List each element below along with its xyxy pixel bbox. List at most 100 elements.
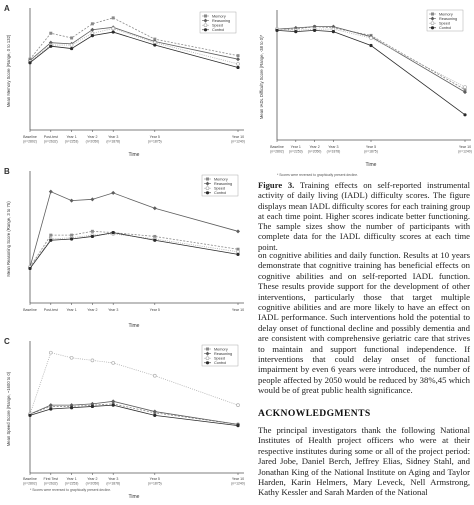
data-point-reasoning: [90, 197, 95, 202]
x-tick-label: Post-test: [44, 308, 58, 312]
x-tick-label: Year 2: [87, 135, 97, 139]
x-tick-label: Year 10: [459, 145, 471, 149]
data-point-speed: [48, 350, 53, 355]
speed-chart: Baseline(n=2802) First Test(n=2632) Year 1…: [6, 341, 245, 500]
panel-letter: C: [4, 337, 10, 346]
data-point-control: [111, 403, 115, 407]
series-line-memory: [29, 403, 239, 425]
data-point-control: [49, 44, 53, 48]
data-point-control: [236, 65, 240, 70]
data-point-control: [28, 61, 32, 65]
x-tick-label: Year 1: [66, 308, 76, 312]
x-tick-sample-size: (n=1240): [231, 140, 245, 144]
legend-label: Reasoning: [212, 19, 230, 23]
y-axis-label: Mean Speed Score (Range, ~1600 to 0): [6, 371, 11, 446]
x-tick-label: Year 10: [232, 308, 244, 312]
x-tick-label: Post-test: [44, 135, 58, 139]
data-point-reasoning: [48, 403, 53, 408]
data-point-reasoning: [152, 409, 157, 414]
data-point-speed: [369, 36, 373, 40]
data-point-control: [70, 237, 74, 241]
legend-label: Reasoning: [214, 352, 232, 356]
legend-marker: [203, 18, 208, 23]
x-tick-sample-size: (n=2253): [289, 150, 303, 154]
legend-label: Memory: [214, 347, 228, 351]
x-tick-label: Baseline: [270, 145, 284, 149]
series-line-memory: [277, 26, 466, 90]
data-point-reasoning: [236, 57, 240, 62]
legend-label: Reasoning: [439, 17, 457, 21]
x-tick-sample-size: (n=2802): [23, 482, 37, 486]
data-point-speed: [90, 358, 95, 363]
chart-footnote: * Scores were reversed to graphically pr…: [277, 173, 358, 177]
x-tick-label: Year 3: [108, 477, 118, 481]
x-tick-label: Year 2: [87, 308, 97, 312]
x-tick-label: Year 1: [291, 145, 301, 149]
legend-box: [426, 9, 464, 32]
x-tick-sample-size: (n=1875): [364, 150, 378, 154]
x-tick-label: Year 2: [309, 145, 319, 149]
data-point-memory: [153, 37, 157, 41]
legend-label: Control: [214, 361, 226, 365]
data-point-speed: [111, 26, 116, 31]
x-tick-sample-size: (n=2253): [65, 482, 79, 486]
series-line-control: [276, 29, 466, 116]
x-tick-sample-size: (n=1240): [231, 482, 245, 486]
body-paragraph: on cognitive abilities and daily functio…: [258, 250, 470, 396]
data-point-speed: [152, 373, 157, 378]
caption-text: Training effects on self-reported instru…: [258, 180, 471, 252]
data-point-memory: [90, 229, 94, 233]
series-line-reasoning: [29, 191, 239, 268]
x-tick-sample-size: (n=1878): [327, 150, 341, 154]
legend-marker: [204, 14, 207, 18]
x-tick-label: Baseline: [23, 477, 37, 481]
legend-label: Control: [439, 26, 451, 30]
data-point-control: [313, 28, 317, 32]
series-line-control: [29, 232, 239, 269]
x-tick-sample-size: (n=2802): [23, 140, 37, 144]
x-tick-label: Baseline: [23, 135, 37, 139]
x-tick-sample-size: (n=2253): [65, 140, 79, 144]
data-point-speed: [463, 85, 467, 89]
data-point-memory: [49, 233, 53, 237]
x-tick-sample-size: (n=2632): [44, 140, 58, 144]
data-point-control: [111, 231, 115, 235]
data-point-control: [369, 43, 373, 48]
x-tick-label: Year 5: [150, 135, 160, 139]
data-point-control: [90, 404, 94, 409]
legend-marker: [205, 186, 210, 191]
x-tick-sample-size: (n=2050): [308, 150, 322, 154]
data-point-reasoning: [69, 403, 74, 408]
data-point-reasoning: [111, 399, 116, 404]
legend-marker: [205, 361, 210, 365]
data-point-memory: [90, 22, 94, 26]
data-point-reasoning: [69, 198, 74, 203]
data-point-reasoning: [152, 206, 157, 211]
panel-iadl: Baseline (n=2802) Year 1 (n=2253) Year 2 (n=2…: [255, 0, 474, 178]
x-tick-sample-size: (n=2802): [270, 150, 284, 154]
legend-marker: [206, 347, 209, 351]
data-point-reasoning: [463, 90, 467, 95]
panel-letter: A: [4, 4, 10, 13]
chart-footnote: * Scores were reversed to graphically pr…: [30, 488, 111, 492]
legend-marker: [206, 177, 209, 181]
data-point-control: [236, 424, 240, 428]
data-point-control: [331, 30, 335, 34]
legend-label: Reasoning: [214, 182, 232, 186]
x-tick-label: Year 5: [150, 308, 160, 312]
legend-marker: [430, 21, 435, 26]
legend-label: Control: [212, 28, 224, 32]
legend-marker: [205, 181, 210, 186]
data-point-speed: [69, 355, 74, 360]
x-tick-sample-size: (n=1875): [148, 140, 162, 144]
acknowledgments-paragraph: The principal investigators thank the fo…: [258, 425, 470, 498]
legend-box: [201, 344, 239, 367]
series-line-speed: [29, 28, 239, 65]
data-point-control: [236, 252, 240, 256]
legend-box: [199, 11, 237, 34]
x-tick-sample-size: (n=1878): [106, 140, 120, 144]
x-tick-label: Year 2: [87, 477, 97, 481]
data-point-control: [294, 30, 298, 34]
legend-marker: [205, 356, 210, 361]
panel-letter: B: [4, 167, 10, 176]
